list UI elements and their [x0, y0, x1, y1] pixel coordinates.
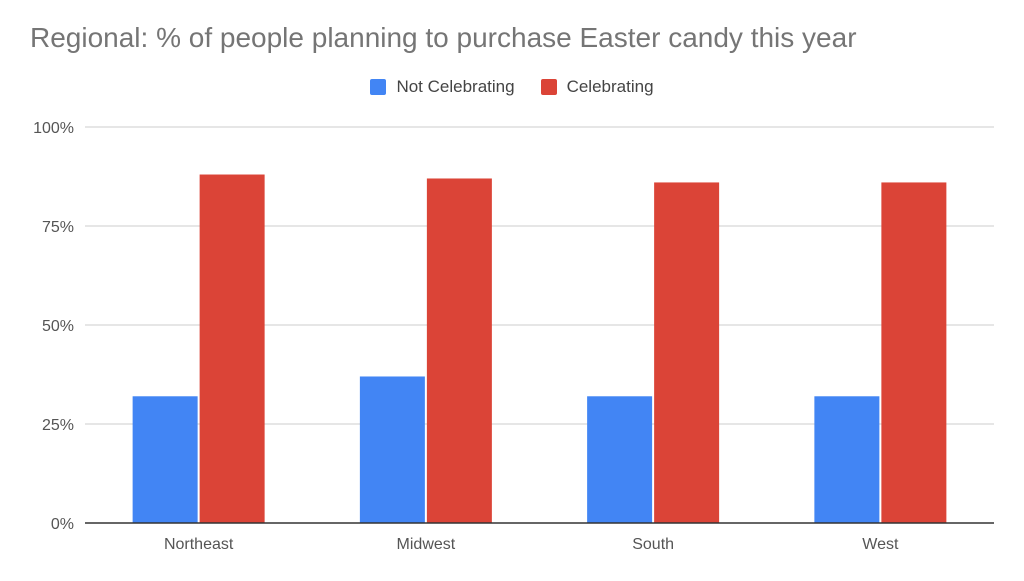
bar	[359, 376, 425, 523]
legend-label-not-celebrating: Not Celebrating	[396, 77, 515, 96]
y-tick-label: 0%	[51, 516, 74, 533]
y-tick-label: 75%	[42, 219, 74, 236]
x-tick-label: South	[632, 536, 674, 553]
bar	[132, 396, 198, 523]
chart-title: Regional: % of people planning to purcha…	[30, 22, 857, 53]
y-tick-label: 100%	[33, 120, 74, 137]
legend-label-celebrating: Celebrating	[566, 77, 654, 96]
legend-item-celebrating: Celebrating	[540, 77, 654, 97]
legend-swatch-celebrating	[540, 79, 557, 95]
legend: Not Celebrating Celebrating	[0, 77, 1024, 97]
bar	[199, 174, 265, 523]
y-tick-label: 25%	[42, 417, 74, 434]
bar	[654, 182, 720, 523]
bar	[587, 396, 653, 523]
legend-item-not-celebrating: Not Celebrating	[370, 77, 515, 97]
bar	[426, 178, 492, 524]
y-tick-label: 50%	[42, 318, 74, 335]
bar	[814, 396, 880, 523]
legend-swatch-not-celebrating	[370, 79, 387, 95]
x-tick-label: Midwest	[397, 536, 456, 553]
x-tick-label: West	[862, 536, 899, 553]
bar	[881, 182, 947, 523]
x-tick-label: Northeast	[164, 536, 234, 553]
